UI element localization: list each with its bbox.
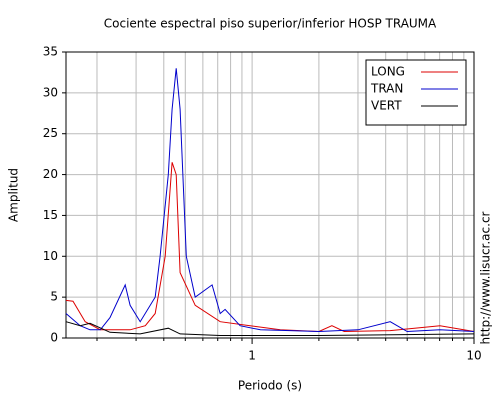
legend-label: LONG bbox=[371, 65, 405, 79]
y-tick-label: 25 bbox=[43, 126, 58, 140]
x-tick-label: 1 bbox=[248, 349, 256, 363]
legend-box bbox=[365, 59, 467, 126]
series-line bbox=[65, 321, 475, 336]
y-tick-label: 35 bbox=[43, 45, 58, 59]
plot-frame bbox=[65, 51, 475, 339]
y-tick-label: 20 bbox=[43, 167, 58, 181]
y-tick-label: 5 bbox=[50, 290, 58, 304]
y-axis-label: Amplitud bbox=[7, 168, 21, 222]
series-line bbox=[65, 68, 475, 333]
series-line bbox=[65, 162, 475, 333]
legend-label: TRAN bbox=[370, 82, 403, 96]
y-tick-label: 10 bbox=[43, 249, 58, 263]
x-tick-label: 10 bbox=[466, 349, 481, 363]
y-tick-label: 15 bbox=[43, 208, 58, 222]
y-tick-label: 0 bbox=[50, 331, 58, 345]
legend-label: VERT bbox=[371, 99, 402, 113]
side-note: http://www.lisucr.ac.cr bbox=[479, 211, 493, 344]
chart-title: Cociente espectral piso superior/inferio… bbox=[104, 17, 437, 31]
y-tick-label: 30 bbox=[43, 85, 58, 99]
x-axis-label: Periodo (s) bbox=[238, 379, 302, 393]
